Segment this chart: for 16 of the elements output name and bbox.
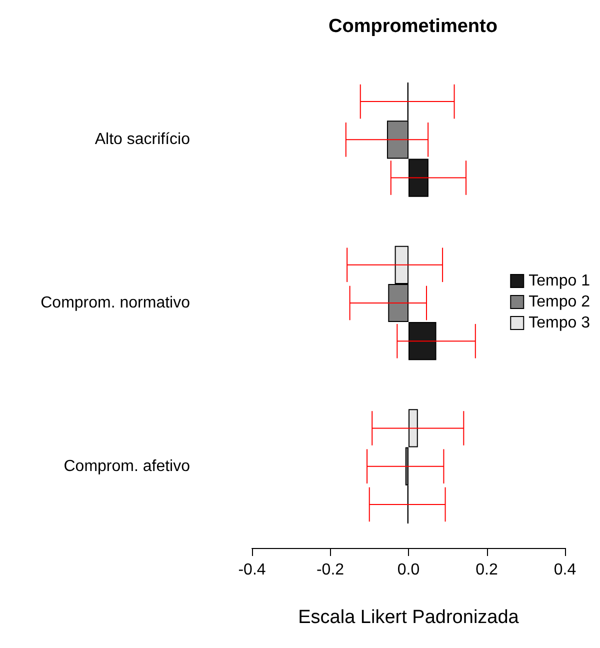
legend-label: Tempo 1: [528, 272, 590, 290]
x-axis-title: Escala Likert Padronizada: [298, 607, 520, 628]
x-tick-label: -0.4: [238, 562, 266, 578]
y-tick-label: Comprom. normativo: [40, 294, 190, 312]
y-tick-label: Alto sacrifício: [94, 131, 190, 148]
legend-label: Tempo 3: [528, 314, 590, 332]
bar: [408, 158, 428, 197]
chart-title: Comprometimento: [328, 16, 498, 37]
x-tick-label: 0.0: [397, 562, 420, 578]
bar: [408, 409, 418, 448]
x-tick-label: 0.4: [554, 562, 576, 578]
x-tick-label: 0.2: [476, 562, 498, 578]
x-tick-label: -0.2: [316, 562, 344, 578]
bar: [408, 322, 436, 360]
legend-label: Tempo 2: [528, 294, 590, 310]
y-tick-label: Comprom. afetivo: [64, 458, 190, 475]
